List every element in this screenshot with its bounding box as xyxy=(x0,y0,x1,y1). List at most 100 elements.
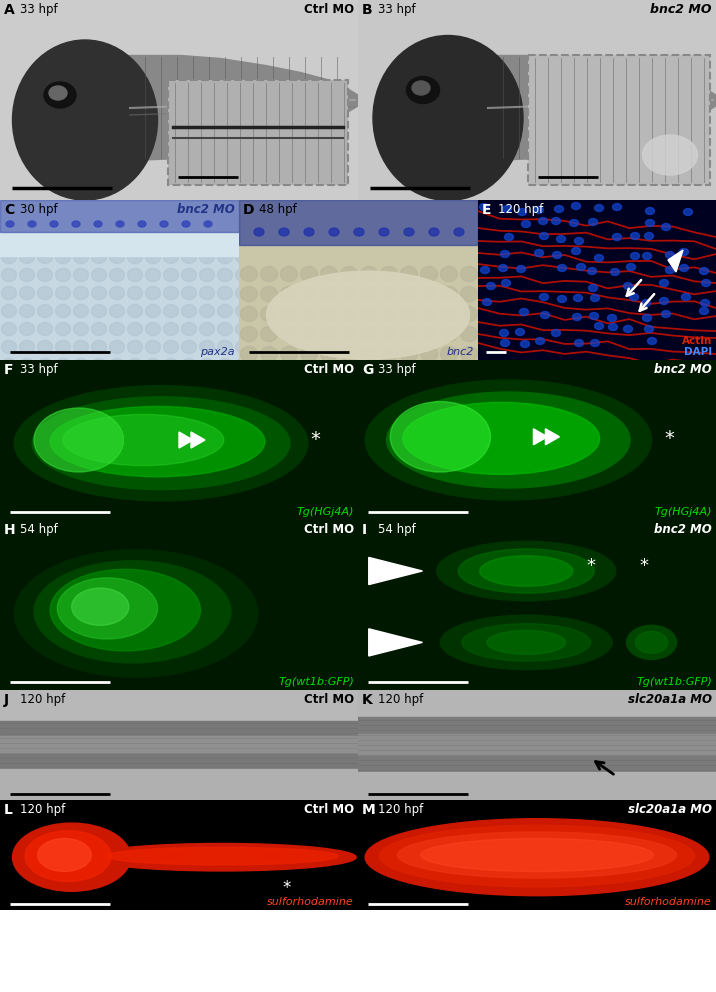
Ellipse shape xyxy=(551,329,561,336)
Ellipse shape xyxy=(57,577,158,639)
Ellipse shape xyxy=(88,843,357,871)
Ellipse shape xyxy=(12,40,158,200)
Ellipse shape xyxy=(50,569,200,651)
Ellipse shape xyxy=(407,76,440,103)
Ellipse shape xyxy=(403,403,600,474)
Ellipse shape xyxy=(400,287,417,302)
Ellipse shape xyxy=(14,386,308,501)
Ellipse shape xyxy=(14,550,258,678)
Ellipse shape xyxy=(501,280,511,287)
Ellipse shape xyxy=(360,287,377,302)
Ellipse shape xyxy=(181,251,196,264)
Ellipse shape xyxy=(535,206,543,213)
Ellipse shape xyxy=(487,631,566,655)
Ellipse shape xyxy=(56,322,70,335)
Ellipse shape xyxy=(516,266,526,273)
Ellipse shape xyxy=(218,358,233,371)
Ellipse shape xyxy=(480,267,490,274)
Ellipse shape xyxy=(505,233,513,240)
Ellipse shape xyxy=(412,81,430,95)
Text: A: A xyxy=(4,3,15,17)
Ellipse shape xyxy=(181,305,196,317)
Ellipse shape xyxy=(624,325,632,332)
Ellipse shape xyxy=(236,305,251,317)
Polygon shape xyxy=(369,558,422,584)
Ellipse shape xyxy=(163,269,178,282)
Ellipse shape xyxy=(92,287,107,300)
Ellipse shape xyxy=(380,326,397,341)
Ellipse shape xyxy=(63,415,223,465)
Ellipse shape xyxy=(236,340,251,353)
Ellipse shape xyxy=(642,253,652,260)
Ellipse shape xyxy=(56,287,70,300)
Ellipse shape xyxy=(589,218,597,225)
Ellipse shape xyxy=(341,346,357,361)
Text: bnc2 MO: bnc2 MO xyxy=(654,523,712,536)
Ellipse shape xyxy=(1,358,16,371)
Ellipse shape xyxy=(539,294,548,301)
Ellipse shape xyxy=(553,252,561,259)
Bar xyxy=(0,200,239,232)
Ellipse shape xyxy=(94,221,102,227)
Ellipse shape xyxy=(541,311,549,318)
Ellipse shape xyxy=(200,251,215,264)
Polygon shape xyxy=(191,432,205,448)
Ellipse shape xyxy=(360,346,377,361)
Text: *: * xyxy=(640,557,649,575)
Ellipse shape xyxy=(576,264,586,271)
Ellipse shape xyxy=(19,305,34,317)
Ellipse shape xyxy=(379,825,695,887)
Ellipse shape xyxy=(397,832,677,878)
Ellipse shape xyxy=(400,326,417,341)
Ellipse shape xyxy=(642,300,651,307)
Text: bnc2: bnc2 xyxy=(447,347,474,357)
Text: 48 hpf: 48 hpf xyxy=(259,203,296,216)
Text: 54 hpf: 54 hpf xyxy=(378,523,416,536)
Ellipse shape xyxy=(281,346,298,361)
Ellipse shape xyxy=(74,358,89,371)
Ellipse shape xyxy=(558,265,566,272)
Ellipse shape xyxy=(37,322,52,335)
Ellipse shape xyxy=(520,309,528,315)
Ellipse shape xyxy=(110,269,125,282)
Ellipse shape xyxy=(261,287,278,302)
Ellipse shape xyxy=(241,267,258,282)
Ellipse shape xyxy=(631,232,639,239)
Ellipse shape xyxy=(281,287,298,302)
Text: D: D xyxy=(243,203,254,217)
Ellipse shape xyxy=(127,322,142,335)
Ellipse shape xyxy=(589,285,597,292)
Ellipse shape xyxy=(480,203,488,210)
Ellipse shape xyxy=(594,204,604,211)
Text: 120 hpf: 120 hpf xyxy=(498,203,543,216)
Ellipse shape xyxy=(321,307,337,321)
Text: 33 hpf: 33 hpf xyxy=(378,3,415,16)
Ellipse shape xyxy=(571,247,581,255)
Ellipse shape xyxy=(665,267,674,274)
Text: M: M xyxy=(362,803,376,817)
Ellipse shape xyxy=(218,340,233,353)
Polygon shape xyxy=(546,429,559,444)
Ellipse shape xyxy=(37,358,52,371)
Ellipse shape xyxy=(261,307,278,321)
Ellipse shape xyxy=(400,267,417,282)
Ellipse shape xyxy=(19,269,34,282)
Text: sulforhodamine: sulforhodamine xyxy=(267,897,354,907)
Ellipse shape xyxy=(37,251,52,264)
Text: Tg(HGj4A): Tg(HGj4A) xyxy=(654,507,712,517)
Text: F: F xyxy=(4,363,14,377)
Ellipse shape xyxy=(110,322,125,335)
Ellipse shape xyxy=(44,82,76,108)
Ellipse shape xyxy=(420,287,437,302)
Ellipse shape xyxy=(127,305,142,317)
Ellipse shape xyxy=(483,299,491,306)
Ellipse shape xyxy=(360,326,377,341)
Text: G: G xyxy=(362,363,373,377)
Ellipse shape xyxy=(574,237,584,244)
Text: 54 hpf: 54 hpf xyxy=(20,523,58,536)
Ellipse shape xyxy=(241,346,258,361)
Ellipse shape xyxy=(518,208,526,215)
Ellipse shape xyxy=(200,305,215,317)
Ellipse shape xyxy=(460,326,478,341)
Ellipse shape xyxy=(538,217,548,224)
